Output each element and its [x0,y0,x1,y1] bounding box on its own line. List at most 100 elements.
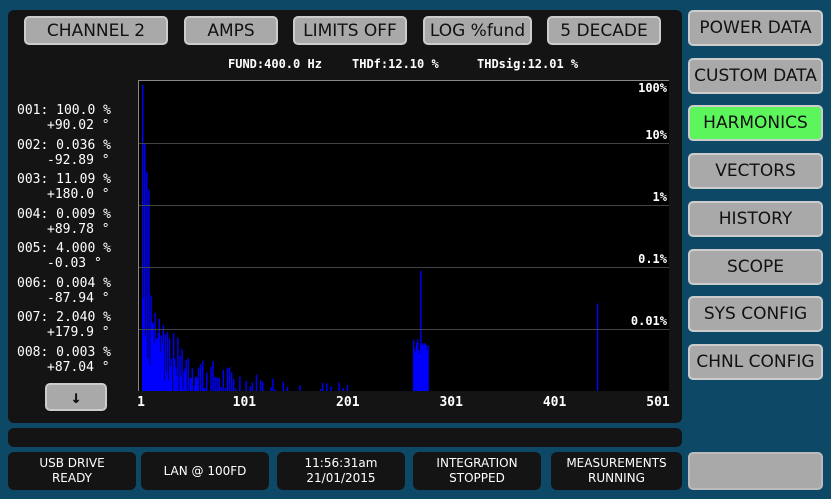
harmonic-phase: +87.04 ° [47,359,110,375]
gridline [139,143,669,144]
harmonic-bar [149,365,151,391]
harmonic-bar [330,386,332,391]
harmonic-magnitude: 004: 0.009 % [17,206,111,222]
harmonic-bar [197,367,200,391]
harmonic-bar [176,376,178,391]
harmonic-bar [321,382,324,391]
harmonic-bar [158,318,160,391]
harmonic-bar [182,389,184,391]
harmonic-bar [338,382,340,391]
gridline [139,329,669,330]
harmonic-bar [143,298,145,391]
scroll-down-button[interactable]: ↓ [45,383,107,411]
nav-button-chnl-config[interactable]: CHNL CONFIG [688,343,823,380]
harmonic-bar [326,383,328,391]
harmonic-bar [222,369,225,391]
harmonic-bar [255,374,258,391]
nav-button-custom-data[interactable]: CUSTOM DATA [688,57,823,94]
harmonic-bar [239,376,241,391]
harmonic-bar [189,377,191,391]
status-text: 21/01/2015 [306,471,376,485]
harmonic-bar [194,377,197,391]
harmonic-bar [425,344,427,391]
harmonic-bar [319,388,322,391]
harmonic-bar [165,372,168,391]
harmonic-bar [232,378,235,391]
x-tick-label: 501 [646,395,670,410]
y-tick-label: 0.01% [630,314,667,328]
harmonic-bar [153,343,155,391]
harmonic-bar [274,389,276,391]
harmonic-bar [161,344,164,391]
scale-button[interactable]: LOG %fund [423,16,532,45]
harmonic-bar [162,325,165,391]
harmonic-magnitude: 008: 0.003 % [17,344,111,360]
harmonic-bar [261,381,264,391]
harmonic-bar [187,357,189,391]
harmonic-bar [160,335,163,391]
status-text: READY [51,471,93,485]
nav-button-history[interactable]: HISTORY [688,200,823,237]
status-text: INTEGRATION [436,456,518,470]
y-tick-label: 0.1% [638,252,667,266]
harmonic-bar [147,357,149,391]
harmonic-bar [148,189,150,391]
harmonic-bar [420,271,422,391]
status-text: RUNNING [588,471,645,485]
harmonic-bar [191,368,194,391]
harmonic-bar [245,380,247,391]
harmonic-phase: -0.03 ° [47,256,102,271]
harmonic-bar [181,348,183,391]
harmonic-bar [173,333,175,391]
units-button[interactable]: AMPS [184,16,278,45]
limits-button[interactable]: LIMITS OFF [293,16,407,45]
nav-button-sys-config[interactable]: SYS CONFIG [688,296,823,333]
harmonic-magnitude: 001: 100.0 % [17,103,111,118]
harmonic-magnitude: 007: 2.040 % [17,310,111,325]
x-tick-label: 101 [232,395,257,410]
harmonic-phase: -92.89 ° [47,152,110,168]
harmonic-phase: -87.94 ° [47,290,110,306]
harmonic-bar [157,332,159,391]
message-bar [8,428,682,447]
fundamental-frequency: FUND:400.0 Hz [228,57,322,71]
harmonic-bar [185,359,187,391]
harmonic-bar [195,376,198,391]
harmonic-bar [146,171,148,391]
channel-button[interactable]: CHANNEL 2 [24,16,168,45]
harmonic-bar [184,368,186,391]
status-text: USB DRIVE [39,456,105,470]
harmonic-bar [169,366,172,391]
nav-button-scope[interactable]: SCOPE [688,248,823,285]
nav-button-power-data[interactable]: POWER DATA [688,10,823,46]
harmonic-bar [416,343,418,391]
nav-button-harmonics[interactable]: HARMONICS [688,105,823,142]
decade-button[interactable]: 5 DECADE [547,16,661,45]
harmonic-bar [174,358,176,391]
harmonic-bar [164,334,167,391]
harmonic-magnitude: 003: 11.09 % [17,172,111,187]
harmonic-bar [159,352,161,391]
status-box: MEASUREMENTS RUNNING [551,452,682,490]
harmonic-bar [423,345,425,391]
harmonic-magnitude: 006: 0.004 % [17,275,111,291]
harmonic-bar [210,366,212,391]
harmonic-phase: +179.9 ° [47,325,110,340]
harmonic-bar [412,339,415,391]
harmonic-bar [175,367,177,391]
x-tick-label: 301 [439,395,463,410]
harmonic-bar [170,358,173,391]
harmonic-bar [151,322,153,391]
harmonic-bar [218,377,220,391]
harmonic-bar [270,387,272,391]
harmonic-bar [156,338,158,391]
nav-button-vectors[interactable]: VECTORS [688,153,823,190]
harmonic-bar [282,381,285,391]
harmonic-bar [220,386,222,391]
harmonic-bar [272,378,274,391]
gridline [139,267,669,268]
harmonic-phase: +180.0 ° [47,187,110,202]
blank-button[interactable] [688,452,823,490]
harmonic-bar [203,388,205,391]
harmonic-bar [163,379,166,391]
